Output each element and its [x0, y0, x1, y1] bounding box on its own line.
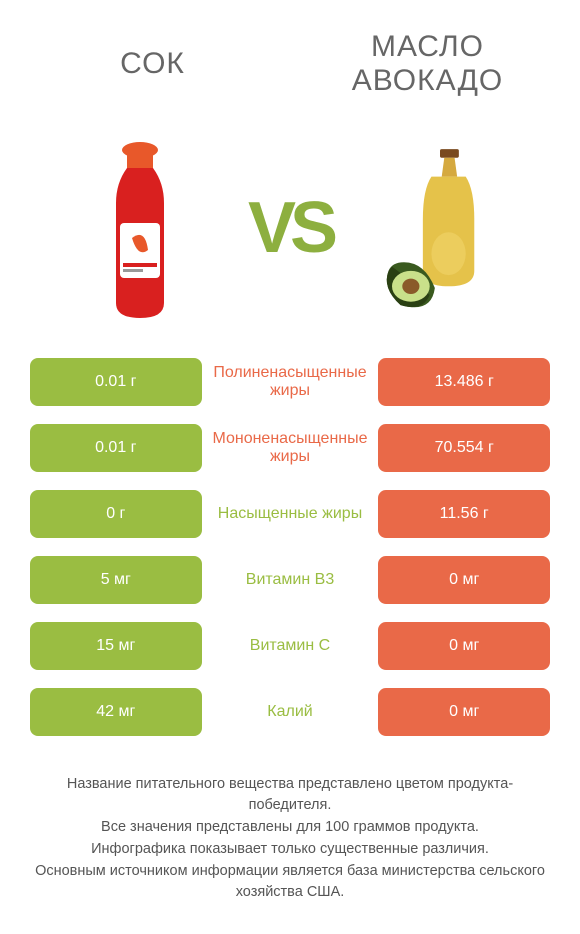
table-row: 15 мгВитамин C0 мг — [30, 622, 550, 670]
left-value: 0 г — [30, 490, 202, 538]
left-product-title: СОК — [40, 47, 265, 81]
table-row: 0.01 гПолиненасыщенные жиры13.486 г — [30, 358, 550, 406]
right-value: 70.554 г — [378, 424, 550, 472]
avocado-oil-icon — [370, 118, 510, 338]
comparison-table: 0.01 гПолиненасыщенные жиры13.486 г0.01 … — [30, 358, 550, 736]
nutrient-label: Витамин B3 — [202, 556, 379, 604]
nutrient-label: Калий — [202, 688, 379, 736]
left-value: 15 мг — [30, 622, 202, 670]
table-row: 5 мгВитамин B30 мг — [30, 556, 550, 604]
footnote-text: Название питательного вещества представл… — [30, 744, 550, 915]
table-row: 42 мгКалий0 мг — [30, 688, 550, 736]
vs-label: VS — [248, 187, 332, 269]
nutrient-label: Мононенасыщенные жиры — [202, 424, 379, 472]
left-value: 42 мг — [30, 688, 202, 736]
juice-bottle-icon — [70, 118, 210, 338]
table-row: 0 гНасыщенные жиры11.56 г — [30, 490, 550, 538]
left-value: 0.01 г — [30, 424, 202, 472]
right-value: 0 мг — [378, 622, 550, 670]
table-row: 0.01 гМононенасыщенные жиры70.554 г — [30, 424, 550, 472]
left-value: 5 мг — [30, 556, 202, 604]
left-value: 0.01 г — [30, 358, 202, 406]
right-value: 0 мг — [378, 556, 550, 604]
right-value: 0 мг — [378, 688, 550, 736]
right-value: 11.56 г — [378, 490, 550, 538]
right-product-title: МАСЛО АВОКАДО — [315, 30, 540, 98]
nutrient-label: Витамин C — [202, 622, 379, 670]
right-value: 13.486 г — [378, 358, 550, 406]
nutrient-label: Полиненасыщенные жиры — [202, 358, 379, 406]
titles-row: СОК МАСЛО АВОКАДО — [30, 30, 550, 108]
nutrient-label: Насыщенные жиры — [202, 490, 379, 538]
hero-row: VS — [30, 108, 550, 358]
